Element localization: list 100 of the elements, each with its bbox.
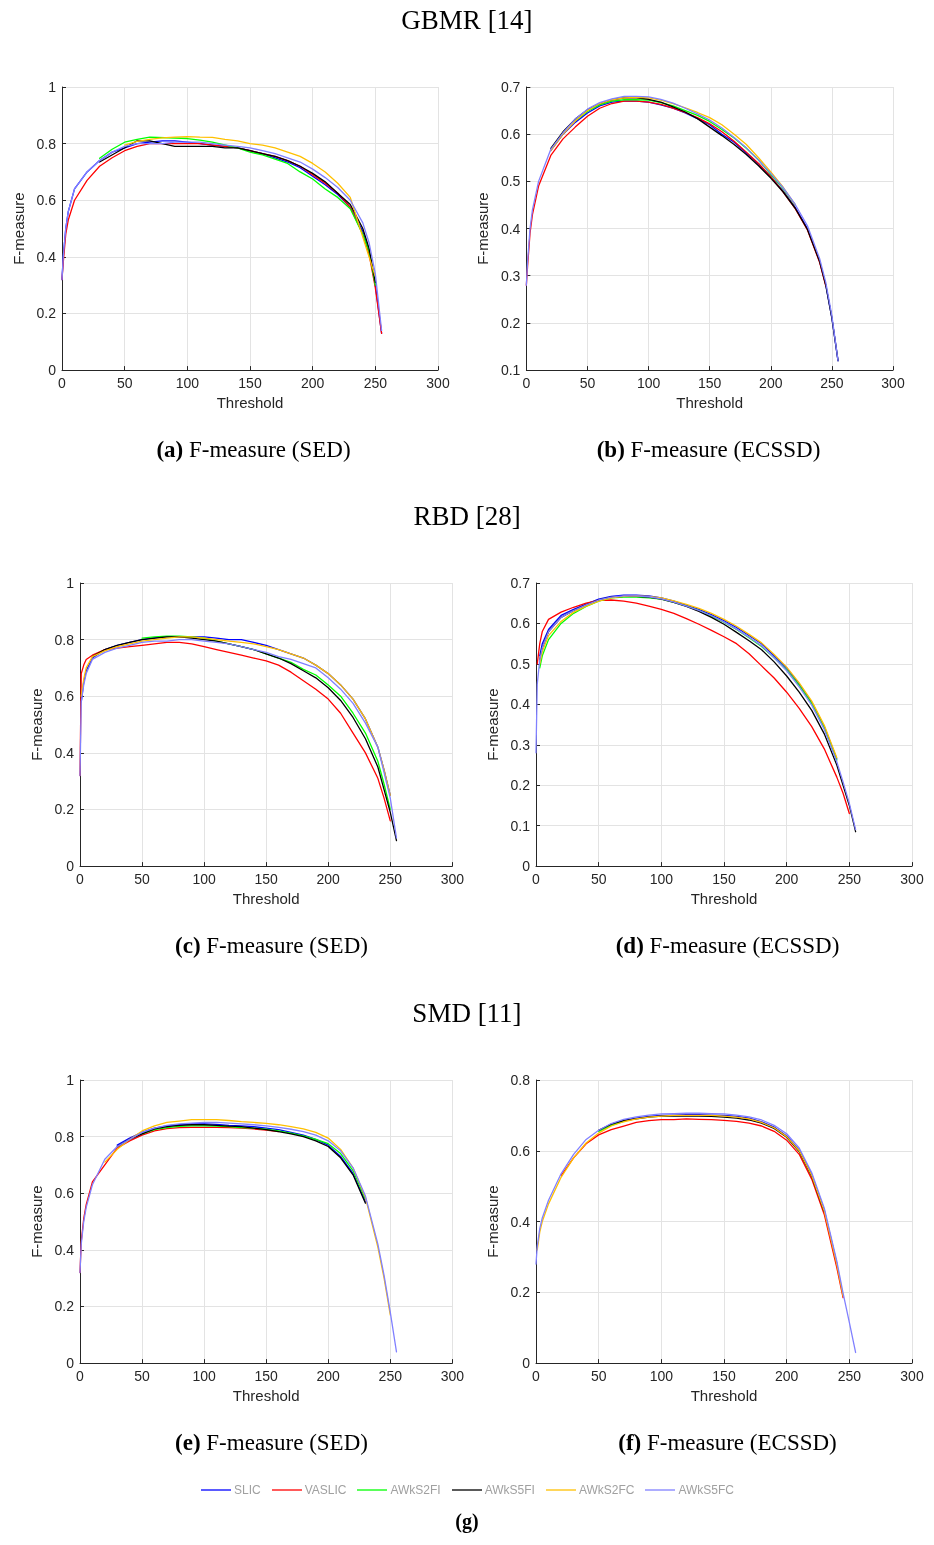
x-tick-label: 150 xyxy=(254,871,279,888)
x-tick-label: 300 xyxy=(426,375,450,392)
x-tick-label: 250 xyxy=(820,375,844,392)
x-tick-label: 200 xyxy=(316,1368,341,1385)
y-tick-label: 0.1 xyxy=(510,817,531,834)
y-tick-label: 0.6 xyxy=(500,126,521,143)
y-tick-label: 1 xyxy=(66,575,75,591)
y-tick-label: 1 xyxy=(48,79,57,95)
x-tick-label: 100 xyxy=(192,871,216,888)
y-tick-label: 0.4 xyxy=(510,696,531,713)
y-axis-title: F-measure xyxy=(27,688,45,761)
y-tick-label: 0.4 xyxy=(54,744,75,761)
legend-label: AWkS5FI xyxy=(484,1483,535,1497)
y-tick-label: 0.3 xyxy=(510,736,531,753)
x-tick-label: 250 xyxy=(378,871,403,888)
x-axis-title: Threshold xyxy=(676,394,744,411)
legend-label: AWkS2FI xyxy=(390,1483,441,1497)
y-tick-label: 0.6 xyxy=(510,615,531,632)
y-tick-label: 0.2 xyxy=(510,777,531,794)
x-axis-title: Threshold xyxy=(232,1387,300,1404)
text: (b) F-measure (ECSSD) xyxy=(595,437,822,463)
x-tick-label: 150 xyxy=(254,1368,279,1385)
x-tick-label: 50 xyxy=(590,1368,607,1385)
y-tick-label: 1 xyxy=(66,1072,75,1088)
legend-label: SLIC xyxy=(233,1483,261,1497)
x-tick-label: 300 xyxy=(900,1368,924,1385)
x-tick-label: 50 xyxy=(579,375,596,392)
y-axis-title: F-measure xyxy=(27,1185,45,1258)
x-tick-label: 100 xyxy=(636,375,661,392)
y-tick-label: 0.4 xyxy=(500,220,521,237)
y-tick-label: 0.6 xyxy=(510,1142,531,1159)
y-tick-label: 0.4 xyxy=(36,248,57,265)
text: (e) F-measure (SED) xyxy=(174,1430,369,1456)
x-tick-label: 250 xyxy=(363,375,388,392)
y-tick-label: 0.2 xyxy=(500,314,521,331)
y-axis-title: F-measure xyxy=(474,192,491,265)
y-tick-label: 0.5 xyxy=(500,173,521,190)
x-tick-label: 50 xyxy=(134,871,151,888)
x-tick-label: 150 xyxy=(712,871,736,888)
y-tick-label: 0.6 xyxy=(36,192,57,209)
y-axis-title: F-measure xyxy=(483,1185,501,1258)
x-tick-label: 300 xyxy=(440,871,465,888)
x-axis-title: Threshold xyxy=(690,890,758,907)
legend-label: AWkS2FC xyxy=(578,1483,635,1497)
x-tick-label: 250 xyxy=(837,1368,862,1385)
y-tick-label: 0.8 xyxy=(510,1072,531,1088)
x-axis-title: Threshold xyxy=(216,394,284,411)
y-tick-label: 0.3 xyxy=(500,267,521,284)
y-tick-label: 0.8 xyxy=(54,1128,75,1145)
chart-subtitle: RBD [28] xyxy=(412,501,522,532)
text: (g) xyxy=(454,1510,480,1533)
y-tick-label: 0 xyxy=(66,1355,75,1372)
y-tick-label: 0.8 xyxy=(54,631,75,648)
y-tick-label: 0.2 xyxy=(510,1284,531,1301)
x-tick-label: 200 xyxy=(774,1368,799,1385)
x-tick-label: 250 xyxy=(378,1368,403,1385)
x-tick-label: 50 xyxy=(590,871,607,888)
y-tick-label: 0.7 xyxy=(500,79,521,95)
chart-subtitle: SMD [11] xyxy=(411,998,523,1029)
x-tick-label: 150 xyxy=(712,1368,736,1385)
x-tick-label: 100 xyxy=(649,871,674,888)
y-tick-label: 0.8 xyxy=(36,135,57,152)
legend-label: AWkS5FC xyxy=(678,1483,735,1497)
y-tick-label: 0.4 xyxy=(54,1241,75,1258)
y-axis-title: F-measure xyxy=(483,688,501,761)
y-tick-label: 0.5 xyxy=(510,655,531,672)
text: (a) F-measure (SED) xyxy=(155,437,352,463)
y-tick-label: 0 xyxy=(48,362,57,379)
y-tick-label: 0.4 xyxy=(510,1213,531,1230)
y-tick-label: 0 xyxy=(522,1355,531,1372)
y-tick-label: 0.2 xyxy=(36,305,57,322)
x-tick-label: 200 xyxy=(316,871,341,888)
x-axis-title: Threshold xyxy=(690,1387,758,1404)
x-tick-label: 50 xyxy=(116,375,133,392)
text: (f) F-measure (ECSSD) xyxy=(617,1430,838,1456)
x-tick-label: 200 xyxy=(774,871,799,888)
x-tick-label: 100 xyxy=(192,1368,216,1385)
chart-subtitle: GBMR [14] xyxy=(400,5,534,36)
y-tick-label: 0.7 xyxy=(510,575,531,591)
y-axis-title: F-measure xyxy=(9,192,27,265)
x-tick-label: 300 xyxy=(900,871,924,888)
y-tick-label: 0 xyxy=(66,858,75,875)
y-tick-label: 0.6 xyxy=(54,688,75,705)
x-axis-title: Threshold xyxy=(232,890,300,907)
x-tick-label: 150 xyxy=(238,375,262,392)
text: (d) F-measure (ECSSD) xyxy=(614,933,841,959)
x-tick-label: 300 xyxy=(881,375,905,392)
x-tick-label: 300 xyxy=(440,1368,465,1385)
x-tick-label: 200 xyxy=(759,375,783,392)
x-tick-label: 50 xyxy=(134,1368,151,1385)
y-tick-label: 0.2 xyxy=(54,801,75,818)
x-tick-label: 150 xyxy=(698,375,722,392)
y-tick-label: 0.1 xyxy=(500,362,521,379)
y-tick-label: 0 xyxy=(522,858,531,875)
y-tick-label: 0.2 xyxy=(54,1298,75,1315)
x-tick-label: 100 xyxy=(175,375,200,392)
legend-label: VASLIC xyxy=(304,1483,347,1497)
x-tick-label: 200 xyxy=(300,375,325,392)
text: (c) F-measure (SED) xyxy=(174,933,369,959)
x-tick-label: 100 xyxy=(649,1368,674,1385)
